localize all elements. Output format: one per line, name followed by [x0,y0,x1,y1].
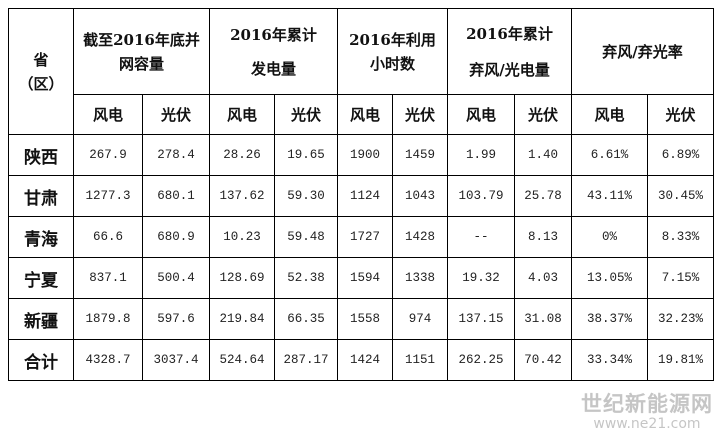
value-cell: 8.13 [514,216,572,258]
value-cell: 32.23% [647,298,714,340]
value-cell: 1879.8 [73,298,143,340]
table-row: 合计 4328.7 3037.4 524.64 287.17 1424 1151 262.25… [8,339,714,381]
solar-header: 光伏 [647,94,714,135]
province-cell: 陕西 [8,134,74,176]
value-cell: 59.48 [274,216,338,258]
value-cell: 1151 [392,339,448,381]
curtailed-header: 2016年累计 弃风/光电量 [447,8,572,95]
solar-header: 光伏 [274,94,338,135]
wind-header: 风电 [571,94,648,135]
data-table: 省 （区） 截至2016年底并 网容量 2016年累计 发电量 2016年利用 小时数… [8,8,714,381]
value-cell: 597.6 [142,298,210,340]
value-cell: 128.69 [209,257,275,299]
value-cell: 4328.7 [73,339,143,381]
value-cell: 524.64 [209,339,275,381]
wind-header: 风电 [73,94,143,135]
value-cell: 19.32 [447,257,515,299]
value-cell: 52.38 [274,257,338,299]
value-cell: 59.30 [274,175,338,217]
table-row: 宁夏 837.1 500.4 128.69 52.38 1594 1338 19.32 4.03… [8,257,714,299]
value-cell: 28.26 [209,134,275,176]
value-cell: 680.9 [142,216,210,258]
solar-header: 光伏 [514,94,572,135]
value-cell: 219.84 [209,298,275,340]
value-cell: 70.42 [514,339,572,381]
value-cell: 31.08 [514,298,572,340]
table-row: 新疆 1879.8 597.6 219.84 66.35 1558 974 137.15 31.… [8,298,714,340]
value-cell: 680.1 [142,175,210,217]
table-row: 甘肃 1277.3 680.1 137.62 59.30 1124 1043 103.79 25… [8,175,714,217]
wind-header: 风电 [209,94,275,135]
wind-header: 风电 [337,94,393,135]
curtailment-rate-header: 弃风/弃光率 [571,8,714,95]
watermark-logo: 世纪新能源网 www.ne21.com [581,392,713,432]
value-cell: 66.35 [274,298,338,340]
value-cell: 25.78 [514,175,572,217]
value-cell: 837.1 [73,257,143,299]
province-cell: 合计 [8,339,74,381]
province-cell: 新疆 [8,298,74,340]
wind-header: 风电 [447,94,515,135]
value-cell: 43.11% [571,175,648,217]
value-cell: 262.25 [447,339,515,381]
value-cell: 6.61% [571,134,648,176]
generation-header: 2016年累计 发电量 [209,8,338,95]
value-cell: 1124 [337,175,393,217]
solar-header: 光伏 [392,94,448,135]
solar-header: 光伏 [142,94,210,135]
value-cell: 8.33% [647,216,714,258]
value-cell: 3037.4 [142,339,210,381]
value-cell: 19.81% [647,339,714,381]
value-cell: 30.45% [647,175,714,217]
table-row: 青海 66.6 680.9 10.23 59.48 1727 1428 -- 8.13 0% 8.3… [8,216,714,258]
value-cell: 137.62 [209,175,275,217]
value-cell: 287.17 [274,339,338,381]
header-row-groups: 省 （区） 截至2016年底并 网容量 2016年累计 发电量 2016年利用 小时数… [8,8,714,135]
value-cell: 7.15% [647,257,714,299]
value-cell: 1338 [392,257,448,299]
header-row-types: 风电 光伏 风电 光伏 风电 光伏 风电 光伏 风电 光伏 [9,94,714,135]
value-cell: 0% [571,216,648,258]
value-cell: 1428 [392,216,448,258]
value-cell: 66.6 [73,216,143,258]
value-cell: 1558 [337,298,393,340]
value-cell: 137.15 [447,298,515,340]
province-header: 省 （区） [8,8,74,135]
value-cell: 38.37% [571,298,648,340]
value-cell: 33.34% [571,339,648,381]
value-cell: 1900 [337,134,393,176]
value-cell: 278.4 [142,134,210,176]
value-cell: 1727 [337,216,393,258]
value-cell: 19.65 [274,134,338,176]
value-cell: 4.03 [514,257,572,299]
value-cell: 103.79 [447,175,515,217]
province-cell: 甘肃 [8,175,74,217]
capacity-header: 截至2016年底并 网容量 [73,8,210,95]
value-cell: 1424 [337,339,393,381]
value-cell: 10.23 [209,216,275,258]
value-cell: 13.05% [571,257,648,299]
hours-header: 2016年利用 小时数 [337,8,448,95]
value-cell: 1.99 [447,134,515,176]
value-cell: 1277.3 [73,175,143,217]
value-cell: 500.4 [142,257,210,299]
value-cell: 267.9 [73,134,143,176]
province-cell: 宁夏 [8,257,74,299]
value-cell: 1594 [337,257,393,299]
province-cell: 青海 [8,216,74,258]
table-row: 陕西 267.9 278.4 28.26 19.65 1900 1459 1.99 1.40 6.… [8,134,714,176]
value-cell: 1459 [392,134,448,176]
value-cell: 6.89% [647,134,714,176]
value-cell: -- [447,216,515,258]
value-cell: 1043 [392,175,448,217]
value-cell: 974 [392,298,448,340]
value-cell: 1.40 [514,134,572,176]
